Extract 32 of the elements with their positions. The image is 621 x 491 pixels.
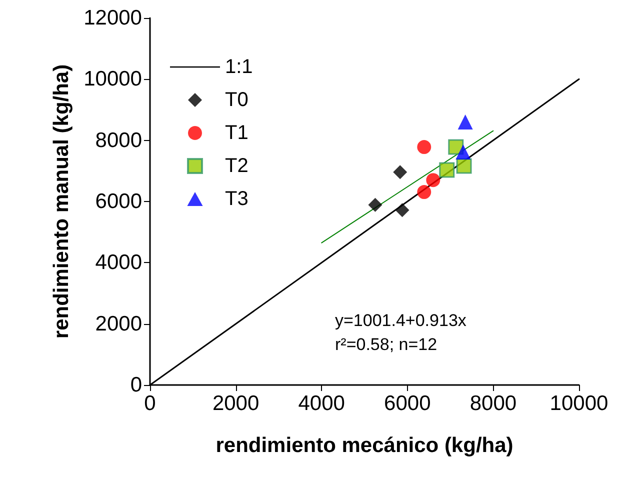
- point: [456, 158, 472, 174]
- point: [426, 173, 440, 188]
- point: [456, 144, 471, 160]
- y-tick-label: 2000: [95, 312, 142, 336]
- x-tick-label: 0: [144, 392, 156, 415]
- legend-label: 1:1: [225, 56, 253, 78]
- legend-label: T0: [225, 89, 248, 111]
- annotation: r²=0.58; n=12: [335, 335, 438, 354]
- y-tick-label: 6000: [95, 190, 142, 213]
- x-tick-label: 2000: [212, 392, 260, 415]
- x-tick-label: 8000: [470, 392, 517, 415]
- point: [417, 185, 432, 200]
- point: [395, 203, 410, 218]
- point: [393, 165, 408, 180]
- y-tick-label: 4000: [95, 251, 142, 274]
- x-tick-label: 6000: [384, 392, 431, 415]
- point: [458, 114, 473, 130]
- legend-label: T2: [225, 155, 248, 177]
- y-tick-label: 12000: [84, 6, 142, 30]
- y-tick-label: 8000: [95, 128, 142, 152]
- legend-label: T3: [225, 188, 248, 210]
- x-tick-label: 4000: [298, 392, 345, 415]
- y-tick-label: 0: [130, 374, 142, 396]
- legend-label: T1: [225, 122, 248, 144]
- x-axis-title: rendimiento mecánico (kg/ha): [216, 434, 514, 457]
- point: [417, 140, 432, 154]
- x-tick-label: 10000: [550, 392, 608, 415]
- point: [439, 162, 455, 178]
- y-tick-label: 10000: [84, 68, 142, 91]
- annotation: y=1001.4+0.913x: [335, 311, 467, 330]
- point: [368, 198, 382, 212]
- y-axis-title: rendimiento manual (kg/ha): [50, 64, 73, 339]
